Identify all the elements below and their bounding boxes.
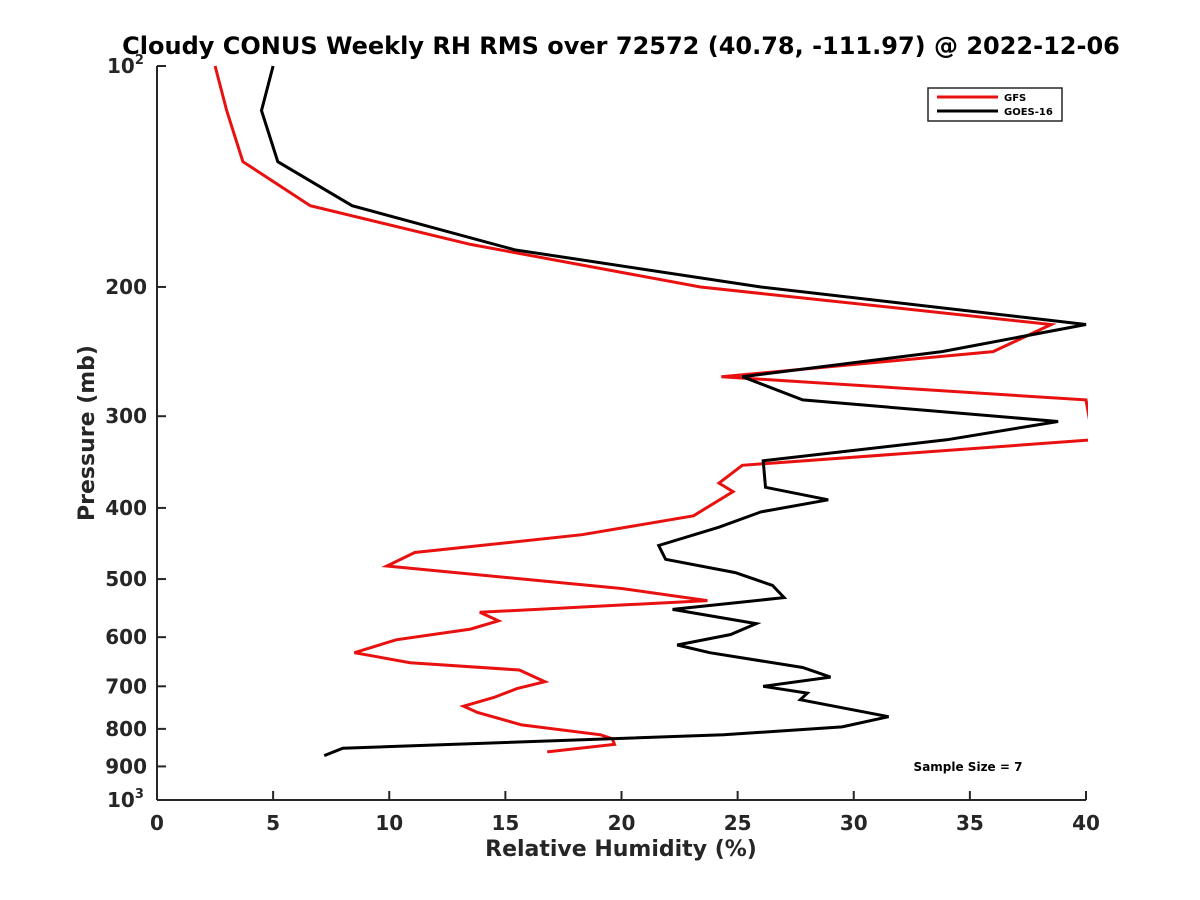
sample-size-annotation: Sample Size = 7	[914, 760, 1023, 774]
series-line-gfs	[213, 65, 1088, 754]
y-tick-label: 600	[105, 625, 147, 649]
legend-label: GOES-16	[1004, 107, 1053, 118]
series-line-goes-16	[259, 65, 1087, 757]
plot-area	[157, 66, 1086, 800]
x-tick-label: 15	[491, 811, 519, 835]
y-tick-label: 300	[105, 404, 147, 428]
plot-background	[157, 66, 1086, 800]
x-tick-label: 0	[150, 811, 164, 835]
x-tick-label: 10	[375, 811, 403, 835]
legend-box	[927, 87, 1063, 122]
y-tick-label: 700	[105, 674, 147, 698]
x-tick-label: 40	[1072, 811, 1100, 835]
legend-label: GFS	[1004, 93, 1026, 104]
y-tick-label: 102	[107, 53, 144, 78]
y-tick-label: 800	[105, 717, 147, 741]
y-tick-label: 900	[105, 754, 147, 778]
legend: GFS GOES-16	[927, 87, 1063, 122]
y-tick-label: 400	[105, 496, 147, 520]
x-tick-label: 35	[956, 811, 984, 835]
series-lines	[213, 65, 1088, 757]
x-axis-label: Relative Humidity (%)	[485, 837, 757, 862]
y-tick-label: 500	[105, 567, 147, 591]
chart-title: Cloudy CONUS Weekly RH RMS over 72572 (4…	[122, 32, 1120, 60]
x-tick-label: 30	[840, 811, 868, 835]
x-tick-label: 25	[724, 811, 752, 835]
y-tick-label: 103	[107, 787, 144, 812]
x-tick-label: 5	[266, 811, 280, 835]
y-tick-label: 200	[105, 275, 147, 299]
y-axis-label: Pressure (mb)	[75, 345, 100, 521]
x-tick-label: 20	[608, 811, 636, 835]
axes: 0 5 10 15 20 25 30 35 40 102 200 300 400 500 600 700 800…	[105, 53, 1100, 835]
